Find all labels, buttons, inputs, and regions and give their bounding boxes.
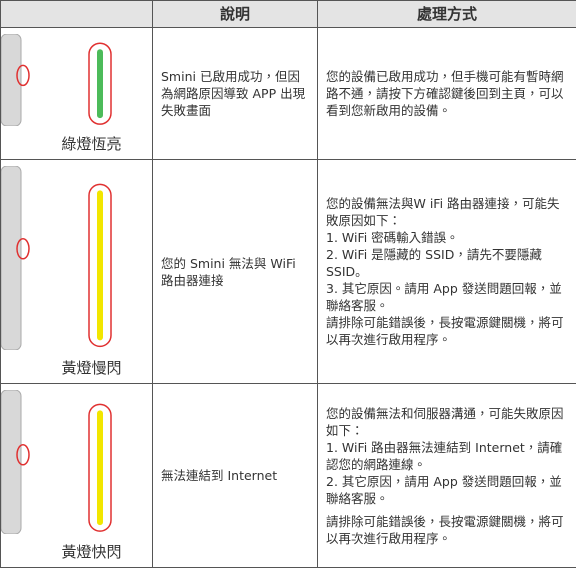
light-bar [97,190,103,341]
highlight [16,444,30,466]
device-body [1,34,22,126]
handling-line: 請排除可能錯誤後，長按電源鍵關機，將可以再次進行啟用程序。 [326,513,564,546]
handling-line: 3. 其它原因。請用 App 發送問題回報，並聯絡客服。 [326,281,562,313]
handling: 您的設備已啟用成功，但手機可能有暫時網路不通，請按下方確認鍵後回到主頁，可以看到… [317,27,576,160]
device-cell: 黃燈快閃 [0,383,153,568]
handling-line: 您的設備無法與W iFi 路由器連接，可能失敗原因如下： [326,196,560,228]
handling-line: 2. 其它原因，請用 App 發送問題回報，並聯絡客服。 [326,473,562,506]
device-cell: 黃燈慢閃 [0,159,153,384]
handling: 您的設備無法與W iFi 路由器連接，可能失敗原因如下： 1. WiFi 密碼輸入… [317,159,576,384]
device-body [1,166,22,350]
handling-line: 請排除可能錯誤後，長按電源鍵關機，將可以再次進行啟用程序。 [326,315,564,347]
description: 您的 Smini 無法與 WiFi 路由器連接 [152,159,318,384]
highlight [16,238,30,260]
handling-line: 2. WiFi 是隱藏的 SSID，請先不要隱藏 SSID。 [326,247,542,279]
handling-line: 您的設備無法和伺服器溝通，可能失敗原因如下： [326,405,564,438]
device-cell: 綠燈恆亮 [0,27,153,160]
status-label: 黃燈快閃 [61,543,122,561]
description: 無法連結到 Internet [152,383,318,568]
header-cell: 說明 [152,0,318,28]
device-icon [1,166,112,350]
row: 黃燈慢閃 您的 Smini 無法與 WiFi 路由器連接 您的設備無法與W iFi … [0,159,576,384]
row: 黃燈快閃 無法連結到 Internet 您的設備無法和伺服器溝通，可能失敗原因如下：… [0,383,576,568]
description: Smini 已啟用成功，但因為網路原因導致 APP 出現失敗畫面 [152,27,318,160]
header-cell: 處理方式 [317,0,576,28]
header-row: 說明 處理方式 [0,0,576,28]
highlight [16,64,30,87]
device-icon [1,34,112,126]
status-label: 綠燈恆亮 [61,135,122,153]
status-label: 黃燈慢閃 [61,359,122,377]
header-blank [0,0,153,28]
device-icon [1,390,112,534]
handling-line: 1. WiFi 密碼輸入錯誤。 [326,230,459,245]
device-body [1,390,22,534]
row: 綠燈恆亮 Smini 已啟用成功，但因為網路原因導致 APP 出現失敗畫面 您的設備… [0,27,576,160]
light-bar [97,410,103,526]
handling: 您的設備無法和伺服器溝通，可能失敗原因如下： 1. WiFi 路由器無法連結到 I… [317,383,576,568]
handling-line: 1. WiFi 路由器無法連結到 Internet，請確認您的網路連線。 [326,439,563,472]
light-bar [97,49,103,119]
handling-line: 您的設備已啟用成功，但手機可能有暫時網路不通，請按下方確認鍵後回到主頁，可以看到… [326,69,564,118]
